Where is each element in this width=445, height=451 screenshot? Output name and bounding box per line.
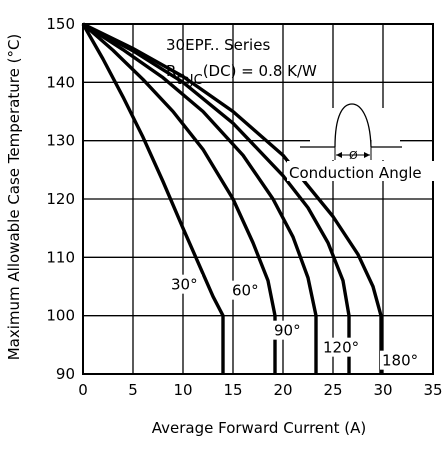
tick-labels: 0 5 10 15 20 25 30 35 90 100 110 120 130 140 150 xyxy=(46,15,442,399)
series-line xyxy=(82,22,383,374)
y-tick-label: 110 xyxy=(46,248,75,266)
inset-background xyxy=(310,108,400,160)
series-label: 120° xyxy=(323,339,359,357)
series-line xyxy=(81,23,225,374)
x-tick-label: 15 xyxy=(223,381,242,399)
x-tick-label: 5 xyxy=(128,381,138,399)
x-tick-label: 20 xyxy=(273,381,292,399)
x-tick-label: 30 xyxy=(373,381,392,399)
series-label: 90° xyxy=(274,322,301,340)
series-label-background xyxy=(380,350,422,370)
conduction-angle-diagram: Ø xyxy=(300,103,402,162)
series-label-background xyxy=(169,274,202,294)
series-line xyxy=(82,22,318,374)
inset-waveform xyxy=(334,103,372,148)
plot-frame xyxy=(82,23,434,375)
x-tick-label: 0 xyxy=(78,381,88,399)
y-tick-label: 100 xyxy=(46,307,75,325)
y-tick-label: 150 xyxy=(46,15,75,33)
rth-subscript: thJC xyxy=(176,73,202,88)
rth-prefix: R xyxy=(166,62,176,80)
series-curves xyxy=(81,22,383,374)
series-label: 60° xyxy=(232,282,259,300)
rth-annotation: RthJC(DC) = 0.8 K/W xyxy=(166,62,317,88)
series-line xyxy=(82,22,351,374)
x-tick-label: 10 xyxy=(173,381,192,399)
inset-arrowhead-left xyxy=(336,152,342,158)
series-title-annotation: 30EPF.. Series xyxy=(166,36,270,54)
x-tick-label: 25 xyxy=(323,381,342,399)
series-label-background xyxy=(321,337,363,357)
series-line xyxy=(81,22,277,374)
y-tick-label: 140 xyxy=(46,73,75,91)
series-label-background xyxy=(230,280,263,300)
series-label: 30° xyxy=(171,276,198,294)
inset-angle-symbol: Ø xyxy=(349,149,358,162)
y-axis-title: Maximum Allowable Case Temperature (°C) xyxy=(5,34,23,361)
y-tick-label: 90 xyxy=(56,365,75,383)
series-label-background xyxy=(272,320,305,340)
x-axis-title: Average Forward Current (A) xyxy=(152,419,367,437)
y-tick-label: 120 xyxy=(46,190,75,208)
series-labels: 30° 60° 90° 120° 180° xyxy=(169,274,422,370)
inset-label-background xyxy=(287,161,439,181)
x-tick-label: 35 xyxy=(423,381,442,399)
series-label: 180° xyxy=(382,352,418,370)
inset-arrowhead-right xyxy=(364,152,370,158)
rth-suffix: (DC) = 0.8 K/W xyxy=(203,62,317,80)
y-tick-label: 130 xyxy=(46,132,75,150)
inset-label: Conduction Angle xyxy=(289,164,422,182)
